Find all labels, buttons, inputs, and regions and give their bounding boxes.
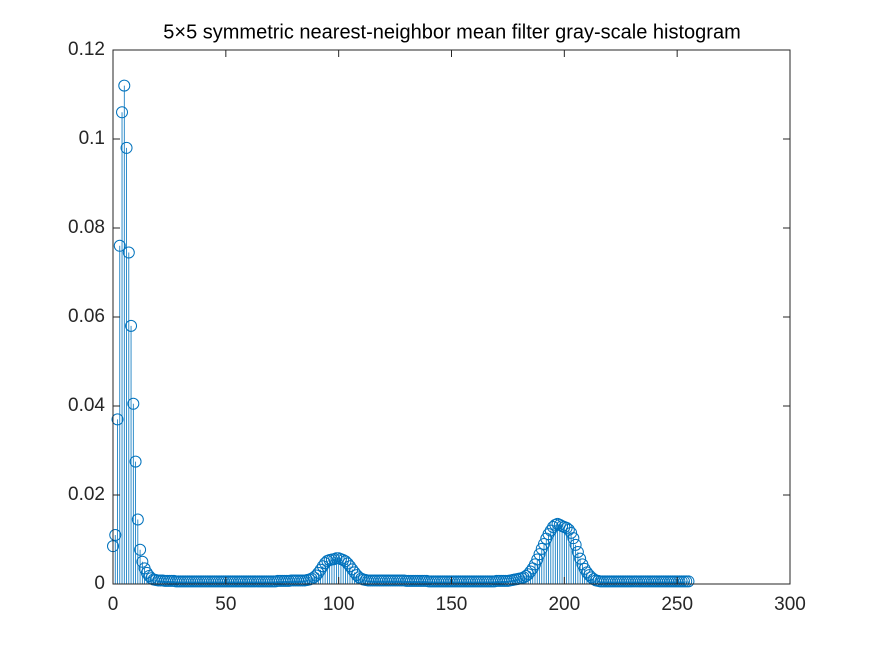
stem-marker [109,529,122,542]
stem-marker [113,239,126,252]
x-tick-label: 300 [774,594,806,615]
stem-marker [580,566,593,579]
stem-marker [337,553,350,566]
x-tick-label: 200 [548,594,580,615]
stem-marker [111,413,124,426]
y-tick-label: 0 [94,573,105,594]
y-tick-label: 0.04 [68,395,105,416]
x-tick-label: 0 [108,594,119,615]
stem-marker [136,555,149,568]
y-tick-label: 0.02 [68,484,105,505]
y-tick-label: 0.1 [79,128,105,149]
stem-marker [542,528,555,541]
stem-marker [682,575,695,588]
stem-marker [538,537,551,550]
stem-marker [531,553,544,566]
stem-marker [307,571,320,584]
x-tick-label: 250 [661,594,693,615]
stem-marker [312,566,325,579]
stem-marker [569,538,582,551]
y-tick-label: 0.08 [68,217,105,238]
x-tick-label: 50 [215,594,236,615]
stem-marker [343,560,356,573]
stem-marker [129,455,142,468]
stem-marker [131,513,144,526]
stem-marker [120,141,133,154]
stem-marker [578,562,591,575]
y-tick-label: 0.06 [68,306,105,327]
stem-marker [348,566,361,579]
stem-marker [127,397,140,410]
stem-marker [567,532,580,545]
stem-marker [125,319,138,332]
stem-marker [574,552,587,565]
stem-marker [350,569,363,582]
stem-marker [565,526,578,539]
x-tick-label: 150 [436,594,468,615]
stem-marker [524,565,537,578]
stem-marker [118,79,131,92]
stem-marker [116,106,129,119]
stem-marker [339,555,352,568]
stem-marker [519,569,532,582]
x-tick-label: 100 [323,594,355,615]
stem-marker [122,246,135,259]
stem-marker [314,563,327,576]
y-tick-label: 0.12 [68,39,105,60]
stem-marker [134,543,147,556]
chart-title: 5×5 symmetric nearest-neighbor mean filt… [163,21,740,43]
stem-marker [533,548,546,561]
stem-marker [571,545,584,558]
stem-marker [560,521,573,534]
